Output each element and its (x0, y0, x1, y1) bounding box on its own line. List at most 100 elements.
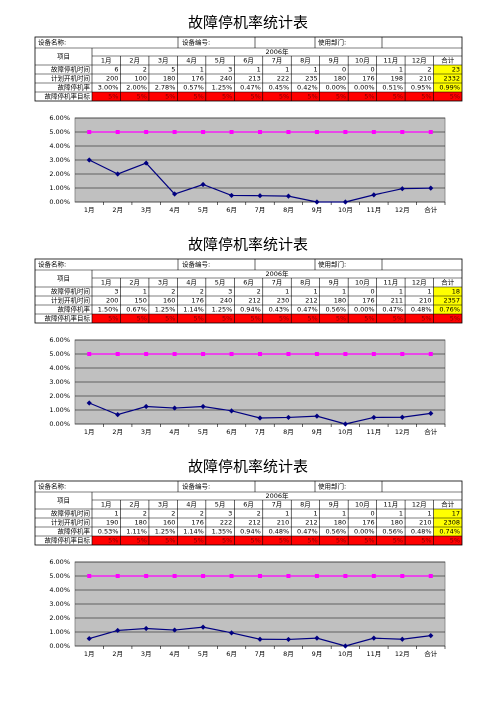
x-tick-label: 6月 (226, 428, 237, 436)
marker (200, 403, 206, 410)
cell: 0.47% (297, 528, 318, 536)
cell: 100 (135, 75, 147, 83)
y-tick-label: 5.00% (49, 350, 70, 358)
y-tick-label: 3.00% (49, 156, 70, 164)
cell: 2332 (443, 75, 460, 83)
cell: 0.47% (297, 306, 318, 314)
column-header: 5月 (215, 57, 226, 65)
cell: 5% (194, 93, 204, 101)
cell: 2 (200, 288, 204, 296)
column-header: 9月 (329, 57, 340, 65)
x-tick-label: 7月 (255, 428, 266, 436)
column-header: 12月 (412, 279, 427, 287)
cell: 150 (135, 297, 147, 305)
x-tick-label: 合计 (424, 427, 438, 436)
marker (86, 635, 92, 642)
column-header: 1月 (101, 57, 112, 65)
marker (286, 130, 291, 134)
cell: 200 (106, 75, 118, 83)
column-header: 8月 (300, 57, 311, 65)
marker (200, 181, 206, 188)
x-tick-label: 10月 (338, 206, 353, 214)
marker (143, 160, 149, 166)
cell: 5% (450, 537, 460, 545)
row-label: 故障停机率 (58, 527, 91, 536)
cell: 1 (200, 66, 204, 74)
cell: 17 (452, 510, 460, 518)
cell: 5% (194, 315, 204, 323)
cell: 0.47% (382, 306, 403, 314)
equipment-name: 设备名称: (38, 482, 66, 491)
marker (428, 352, 433, 356)
cell: 1 (257, 66, 261, 74)
x-tick-label: 6月 (226, 206, 237, 214)
marker (257, 636, 263, 642)
column-header: 5月 (215, 279, 226, 287)
column-header: 12月 (412, 57, 427, 65)
column-header: 11月 (383, 57, 398, 65)
cell: 5% (279, 93, 289, 101)
cell: 3.00% (98, 84, 119, 92)
cell: 5% (364, 315, 374, 323)
cell: 5 (171, 66, 175, 74)
row-label: 计划开机时间 (51, 296, 90, 305)
column-header: 9月 (329, 501, 340, 509)
cell: 0.00% (325, 84, 346, 92)
cell: 230 (277, 297, 289, 305)
cell: 222 (220, 519, 232, 527)
cell: 222 (277, 75, 289, 83)
x-tick-label: 5月 (198, 206, 209, 214)
x-tick-label: 10月 (338, 428, 353, 436)
equipment-no: 设备编号: (182, 260, 210, 269)
cell: 235 (305, 75, 317, 83)
marker (342, 643, 348, 649)
y-tick-label: 1.00% (49, 406, 70, 414)
cell: 5% (222, 93, 232, 101)
column-header: 10月 (355, 279, 370, 287)
column-header: 合计 (441, 278, 455, 287)
cell: 0.48% (269, 528, 290, 536)
cell: 0.48% (411, 306, 432, 314)
cell: 180 (163, 75, 175, 83)
x-tick-label: 11月 (366, 206, 381, 214)
cell: 2 (257, 288, 261, 296)
cell: 0.51% (382, 84, 403, 92)
cell: 5% (364, 93, 374, 101)
column-header: 11月 (383, 501, 398, 509)
marker (342, 199, 348, 205)
cell: 1 (399, 288, 403, 296)
cell: 1 (399, 510, 403, 518)
cell: 0.45% (269, 84, 290, 92)
x-tick-label: 8月 (283, 428, 294, 436)
marker (228, 630, 235, 636)
marker (428, 633, 434, 639)
cell: 1.25% (212, 306, 233, 314)
y-tick-label: 3.00% (49, 600, 70, 608)
marker (428, 185, 434, 191)
marker (115, 171, 121, 177)
item-header: 项目 (57, 497, 70, 505)
column-header: 2月 (129, 57, 140, 65)
department: 使用部门: (318, 260, 346, 269)
y-tick-label: 4.00% (49, 364, 70, 372)
cell: 210 (277, 519, 289, 527)
column-header: 合计 (441, 500, 455, 509)
total-cell-fill (433, 527, 462, 536)
column-header: 7月 (272, 501, 283, 509)
cell: 5% (222, 537, 232, 545)
x-tick-label: 7月 (255, 206, 266, 214)
cell: 210 (419, 519, 431, 527)
marker (228, 192, 235, 199)
marker (286, 574, 291, 578)
department: 使用部门: (318, 482, 346, 491)
cell: 1.14% (183, 306, 204, 314)
marker (257, 415, 263, 421)
marker (87, 574, 92, 578)
x-tick-label: 9月 (312, 650, 323, 658)
cell: 1.14% (183, 528, 204, 536)
x-tick-label: 4月 (169, 428, 180, 436)
marker (399, 186, 405, 192)
x-tick-label: 9月 (312, 428, 323, 436)
cell: 5% (421, 537, 431, 545)
marker (229, 352, 234, 356)
